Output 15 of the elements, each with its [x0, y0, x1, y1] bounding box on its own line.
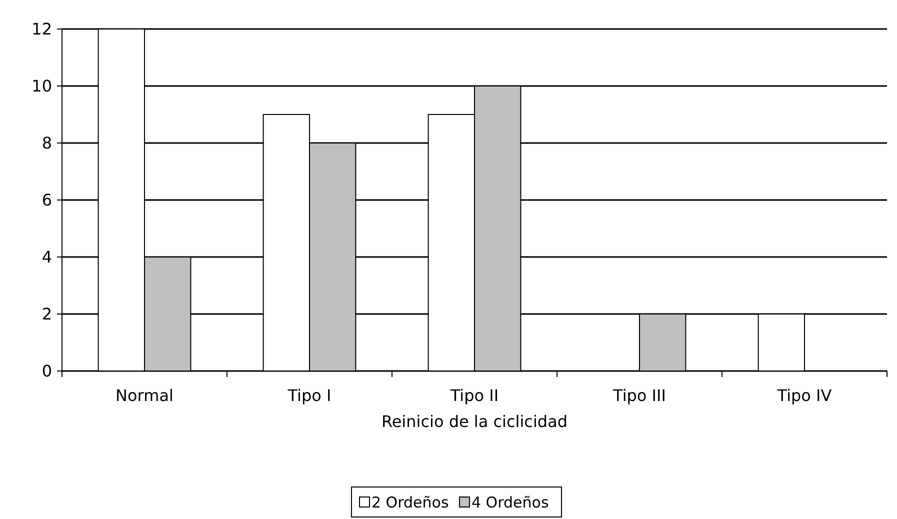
legend-label: 2 Ordeños: [372, 493, 449, 512]
y-tick-label: 4: [42, 248, 52, 267]
x-axis-title: Reinicio de la ciclicidad: [381, 412, 568, 431]
x-tick-label: Tipo III: [612, 386, 666, 405]
x-tick-label: Normal: [116, 386, 174, 405]
y-tick-label: 6: [42, 190, 52, 210]
y-tick-label: 0: [42, 362, 52, 381]
y-tick-label: 2: [42, 304, 52, 324]
y-tick-label: 12: [32, 20, 52, 39]
x-tick-label: Tipo I: [286, 386, 332, 405]
legend-label: 4 Ordeños: [472, 493, 549, 512]
x-tick-label: Tipo II: [449, 386, 499, 405]
y-tick-label: 8: [42, 134, 52, 153]
x-tick-label: Tipo IV: [776, 386, 832, 405]
y-tick-label: 10: [32, 76, 52, 96]
